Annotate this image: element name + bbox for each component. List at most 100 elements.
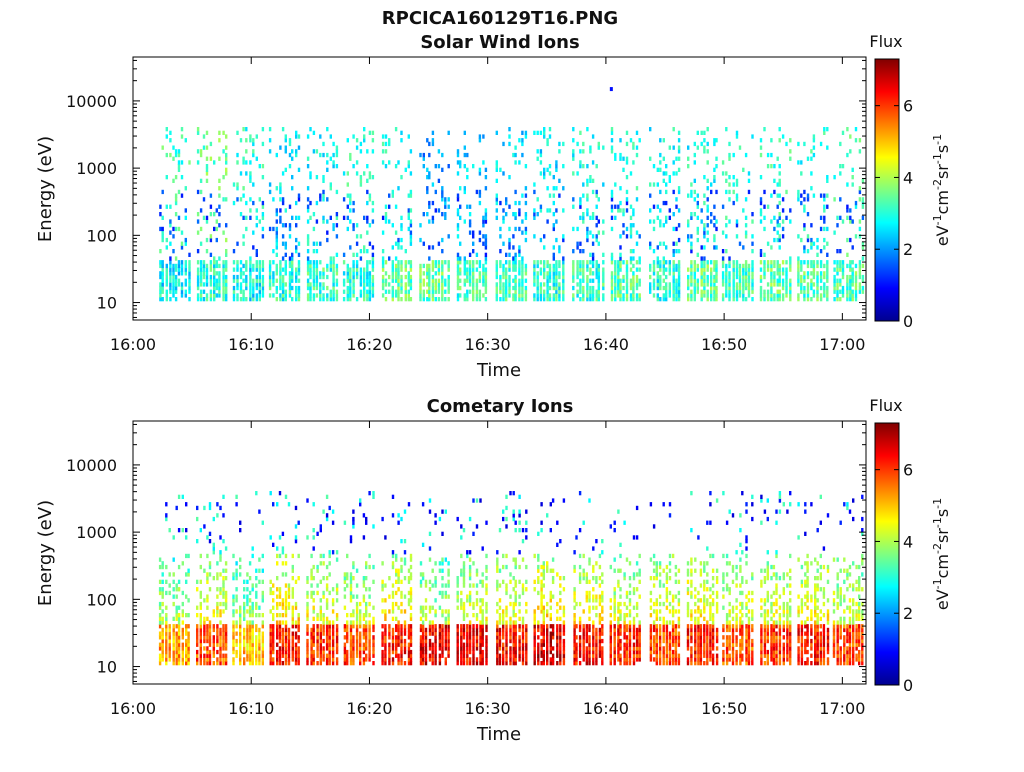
spectrogram-pixel — [336, 271, 338, 275]
spectrogram-pixel — [252, 201, 254, 205]
spectrogram-pixel — [169, 231, 171, 235]
spectrogram-pixel — [182, 613, 184, 617]
spectrogram-pixel — [614, 153, 616, 157]
spectrogram-pixel — [463, 646, 465, 650]
spectrogram-pixel — [349, 197, 351, 201]
spectrogram-pixel — [713, 293, 715, 297]
spectrogram-pixel — [395, 271, 397, 275]
spectrogram-pixel — [222, 583, 224, 587]
spectrogram-pixel — [703, 264, 705, 268]
spectrogram-pixel — [235, 650, 237, 654]
spectrogram-pixel — [282, 613, 284, 617]
spectrogram-pixel — [203, 628, 205, 632]
spectrogram-pixel — [346, 657, 348, 661]
spectrogram-pixel — [823, 290, 825, 294]
spectrogram-pixel — [169, 591, 171, 595]
spectrogram-pixel — [803, 245, 805, 249]
spectrogram-pixel — [763, 127, 765, 131]
spectrogram-pixel — [508, 264, 510, 268]
spectrogram-pixel — [372, 175, 374, 179]
spectrogram-pixel — [359, 609, 361, 613]
spectrogram-pixel — [392, 583, 394, 587]
spectrogram-pixel — [329, 657, 331, 661]
spectrogram-pixel — [419, 153, 421, 157]
spectrogram-pixel — [276, 635, 278, 639]
spectrogram-pixel — [614, 182, 616, 186]
spectrogram-pixel — [209, 661, 211, 665]
spectrogram-pixel — [823, 127, 825, 131]
spectrogram-pixel — [165, 591, 167, 595]
spectrogram-pixel — [276, 208, 278, 212]
spectrogram-pixel — [279, 264, 281, 268]
spectrogram-pixel — [313, 282, 315, 286]
spectrogram-pixel — [748, 264, 750, 268]
spectrogram-pixel — [797, 234, 799, 238]
spectrogram-pixel — [617, 208, 619, 212]
spectrogram-pixel — [392, 513, 394, 517]
spectrogram-pixel — [285, 628, 287, 632]
spectrogram-pixel — [773, 227, 775, 231]
spectrogram-pixel — [636, 153, 638, 157]
spectrogram-pixel — [722, 160, 724, 164]
spectrogram-pixel — [425, 639, 427, 643]
spectrogram-pixel — [469, 620, 471, 624]
spectrogram-pixel — [322, 654, 324, 658]
spectrogram-pixel — [742, 168, 744, 172]
spectrogram-pixel — [309, 268, 311, 272]
spectrogram-pixel — [233, 249, 235, 253]
spectrogram-pixel — [592, 212, 594, 216]
spectrogram-pixel — [350, 632, 352, 636]
spectrogram-pixel — [789, 260, 791, 264]
spectrogram-pixel — [213, 661, 215, 665]
spectrogram-pixel — [159, 632, 161, 636]
spectrogram-pixel — [508, 253, 510, 257]
spectrogram-pixel — [410, 194, 412, 198]
spectrogram-pixel — [320, 524, 322, 528]
spectrogram-pixel — [162, 146, 164, 150]
spectrogram-pixel — [525, 624, 527, 628]
spectrogram-pixel — [169, 572, 171, 576]
spectrogram-pixel — [823, 293, 825, 297]
spectrogram-pixel — [499, 264, 501, 268]
spectrogram-pixel — [423, 212, 425, 216]
spectrogram-pixel — [469, 598, 471, 602]
spectrogram-pixel — [245, 264, 247, 268]
spectrogram-pixel — [165, 613, 167, 617]
spectrogram-pixel — [675, 157, 677, 161]
spectrogram-pixel — [282, 197, 284, 201]
spectrogram-pixel — [509, 624, 511, 628]
spectrogram-pixel — [760, 297, 762, 301]
spectrogram-pixel — [617, 205, 619, 209]
spectrogram-pixel — [222, 580, 224, 584]
spectrogram-pixel — [196, 624, 198, 628]
spectrogram-pixel — [457, 271, 459, 275]
spectrogram-pixel — [282, 635, 284, 639]
spectrogram-pixel — [255, 628, 257, 632]
spectrogram-pixel — [572, 293, 574, 297]
spectrogram-pixel — [469, 591, 471, 595]
spectrogram-pixel — [558, 293, 560, 297]
spectrogram-pixel — [505, 613, 507, 617]
x-tick-label: 17:00 — [819, 335, 865, 354]
spectrogram-pixel — [457, 654, 459, 658]
spectrogram-pixel — [459, 205, 461, 209]
spectrogram-pixel — [669, 146, 671, 150]
spectrogram-pixel — [232, 646, 234, 650]
spectrogram-pixel — [240, 268, 242, 272]
spectrogram-pixel — [216, 282, 218, 286]
spectrogram-pixel — [823, 208, 825, 212]
spectrogram-pixel — [760, 219, 762, 223]
spectrogram-pixel — [839, 279, 841, 283]
spectrogram-pixel — [485, 253, 487, 257]
spectrogram-pixel — [678, 138, 680, 142]
spectrogram-pixel — [649, 282, 651, 286]
spectrogram-pixel — [222, 297, 224, 301]
spectrogram-pixel — [255, 635, 257, 639]
spectrogram-pixel — [602, 297, 604, 301]
spectrogram-pixel — [722, 249, 724, 253]
spectrogram-pixel — [249, 290, 251, 294]
spectrogram-pixel — [852, 260, 854, 264]
spectrogram-pixel — [589, 179, 591, 183]
spectrogram-pixel — [282, 646, 284, 650]
spectrogram-pixel — [320, 646, 322, 650]
